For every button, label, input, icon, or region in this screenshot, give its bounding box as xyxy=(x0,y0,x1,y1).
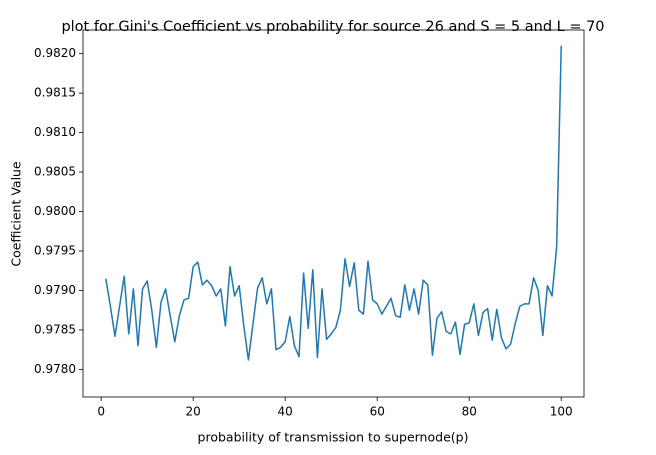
y-tick-label: 0.9805 xyxy=(34,165,76,179)
y-tick-label: 0.9820 xyxy=(34,46,76,60)
x-tick-label: 40 xyxy=(278,405,293,419)
x-tick-label: 80 xyxy=(462,405,477,419)
x-axis-label: probability of transmission to supernode… xyxy=(198,430,469,445)
x-tick-label: 0 xyxy=(97,405,105,419)
chart-title: plot for Gini's Coefficient vs probabili… xyxy=(61,19,604,35)
y-axis-label: Coefficient Value xyxy=(9,161,24,267)
x-tick-label: 60 xyxy=(370,405,385,419)
axes-frame xyxy=(82,29,585,398)
y-tick-label: 0.9795 xyxy=(34,243,76,257)
x-tick-label: 100 xyxy=(550,405,573,419)
y-tick-label: 0.9780 xyxy=(34,362,76,376)
x-tick-label: 20 xyxy=(186,405,201,419)
y-tick-label: 0.9810 xyxy=(34,125,76,139)
y-tick-label: 0.9800 xyxy=(34,204,76,218)
y-tick-label: 0.9785 xyxy=(34,322,76,336)
y-tick-label: 0.9815 xyxy=(34,86,76,100)
y-tick-label: 0.9790 xyxy=(34,283,76,297)
data-line xyxy=(105,45,562,361)
